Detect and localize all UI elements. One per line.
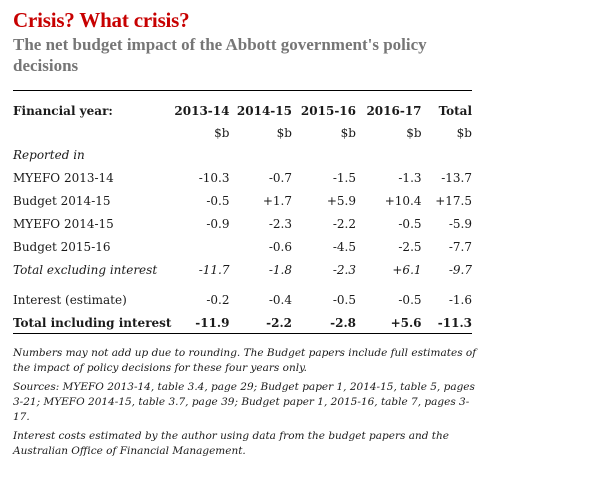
value-cell: -13.7 <box>441 170 472 185</box>
value-cell <box>171 235 235 258</box>
header-row: Financial year: 2013-14 2014-15 2015-16 … <box>13 99 472 122</box>
note-rounding: Numbers may not add up due to rounding. … <box>13 347 477 374</box>
value-cell: -1.5 <box>332 170 356 185</box>
unit-cell: $b <box>456 126 472 140</box>
header-cell: 2015-16 <box>300 103 356 118</box>
value-cell: -11.7 <box>198 262 230 277</box>
value-cell: +1.7 <box>262 193 292 208</box>
table-body: Financial year: 2013-14 2014-15 2015-16 … <box>13 99 472 334</box>
value-cell: -0.7 <box>268 170 292 185</box>
value-cell: -10.3 <box>198 170 230 185</box>
row-label: Total excluding interest <box>13 262 158 277</box>
value-cell: -1.8 <box>268 262 292 277</box>
section-row: Reported in <box>13 144 472 166</box>
value-cell: +10.4 <box>384 193 422 208</box>
value-cell: -0.5 <box>332 292 356 307</box>
value-cell: -2.2 <box>266 315 292 330</box>
table-row: MYEFO 2014-15 -0.9 -2.3 -2.2 -0.5 -5.9 <box>13 212 472 235</box>
units-row: $b $b $b $b $b <box>13 122 472 144</box>
row-label: Budget 2014-15 <box>13 193 111 208</box>
value-cell: -2.3 <box>332 262 356 277</box>
value-cell: -11.3 <box>437 315 472 330</box>
standfirst: The net budget impact of the Abbott gove… <box>13 35 427 75</box>
value-cell: +5.6 <box>390 315 422 330</box>
row-label: MYEFO 2014-15 <box>13 216 114 231</box>
value-cell: -2.2 <box>332 216 356 231</box>
header-cell: Total <box>438 103 472 118</box>
header-cell: 2016-17 <box>366 103 422 118</box>
title-block: Crisis? What crisis? The net budget impa… <box>13 8 493 76</box>
spacer-row <box>13 281 472 288</box>
footnotes: Numbers may not add up due to rounding. … <box>13 346 483 463</box>
unit-cell: $b <box>276 126 292 140</box>
bottom-rule <box>13 333 472 334</box>
headline: Crisis? What crisis? <box>13 8 190 32</box>
value-cell: -4.5 <box>332 239 356 254</box>
spacer-cell <box>13 281 472 288</box>
value-cell: -1.6 <box>448 292 472 307</box>
table-row: Budget 2015-16 -0.6 -4.5 -2.5 -7.7 <box>13 235 472 258</box>
header-cell: 2013-14 <box>174 103 230 118</box>
value-cell: +17.5 <box>435 193 472 208</box>
note-interest: Interest costs estimated by the author u… <box>13 430 449 457</box>
row-label: Interest (estimate) <box>13 292 127 307</box>
value-cell: -1.3 <box>398 170 422 185</box>
row-label: Budget 2015-16 <box>13 239 111 254</box>
value-cell: -2.3 <box>268 216 292 231</box>
value-cell: -0.2 <box>206 292 230 307</box>
value-cell: -0.5 <box>398 216 422 231</box>
value-cell: -11.9 <box>195 315 230 330</box>
note-sources: Sources: MYEFO 2013-14, table 3.4, page … <box>13 381 475 423</box>
unit-cell: $b <box>214 126 230 140</box>
unit-cell: $b <box>406 126 422 140</box>
value-cell: +6.1 <box>392 262 422 277</box>
value-cell: -0.5 <box>206 193 230 208</box>
value-cell: -2.8 <box>330 315 356 330</box>
top-rule <box>13 90 472 91</box>
header-cell: Financial year: <box>13 103 113 118</box>
value-cell: -5.9 <box>448 216 472 231</box>
table-row: Interest (estimate) -0.2 -0.4 -0.5 -0.5 -1.6 <box>13 288 472 311</box>
table-row: Budget 2014-15 -0.5 +1.7 +5.9 +10.4 +17.5 <box>13 189 472 212</box>
row-label: Total including interest <box>13 315 172 330</box>
unit-cell <box>13 122 171 144</box>
unit-cell: $b <box>340 126 356 140</box>
value-cell: +5.9 <box>326 193 356 208</box>
value-cell: -0.9 <box>206 216 230 231</box>
table-row: Total including interest -11.9 -2.2 -2.8 +5.… <box>13 311 472 334</box>
budget-table: Financial year: 2013-14 2014-15 2015-16 … <box>13 99 472 334</box>
value-cell: -2.5 <box>398 239 422 254</box>
value-cell: -9.7 <box>448 262 472 277</box>
header-cell: 2014-15 <box>236 103 292 118</box>
value-cell: -7.7 <box>448 239 472 254</box>
value-cell: -0.4 <box>268 292 292 307</box>
row-label: MYEFO 2013-14 <box>13 170 114 185</box>
section-label: Reported in <box>13 148 85 162</box>
table-row: MYEFO 2013-14 -10.3 -0.7 -1.5 -1.3 -13.7 <box>13 166 472 189</box>
value-cell: -0.5 <box>398 292 422 307</box>
table-row: Total excluding interest -11.7 -1.8 -2.3 +6.… <box>13 258 472 281</box>
value-cell: -0.6 <box>268 239 292 254</box>
